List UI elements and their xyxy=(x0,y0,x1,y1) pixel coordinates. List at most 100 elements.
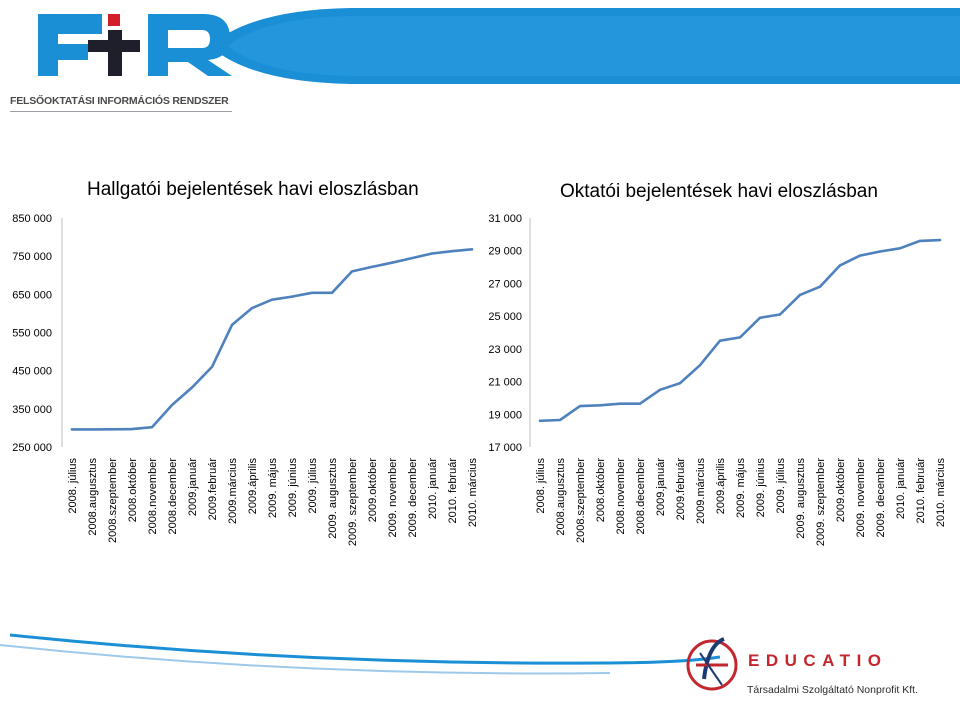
fir-logo xyxy=(38,14,232,76)
students-xtick-label: 2009. július xyxy=(307,458,319,514)
chart-title-teachers: Oktatói bejelentések havi eloszlásban xyxy=(560,181,878,202)
chart-title-students: Hallgatói bejelentések havi eloszlásban xyxy=(87,179,419,200)
students-xtick-label: 2009. augusztus xyxy=(327,458,339,539)
teachers-ytick-label: 23 000 xyxy=(488,344,522,356)
teachers-xtick-label: 2009. december xyxy=(875,458,887,538)
teachers-series-line xyxy=(538,238,942,423)
teachers-data-point xyxy=(858,254,862,257)
students-data-point xyxy=(430,252,434,255)
students-xtick-label: 2009. május xyxy=(267,458,279,518)
teachers-data-point xyxy=(698,364,702,367)
students-ytick-label: 250 000 xyxy=(12,442,52,454)
students-data-point xyxy=(210,365,214,369)
teachers-ytick-label: 19 000 xyxy=(488,409,522,421)
students-ytick-label: 750 000 xyxy=(12,251,52,263)
teachers-data-point xyxy=(778,313,782,316)
students-data-point xyxy=(110,428,114,431)
teachers-xtick-label: 2009.február xyxy=(675,458,687,521)
teachers-xtick-label: 2010. február xyxy=(915,458,927,524)
educatio-subtitle: Társadalmi Szolgáltató Nonprofit Kft. xyxy=(747,684,918,696)
logo-subtitle: FELSŐOKTATÁSI INFORMÁCIÓS RENDSZER xyxy=(10,95,229,107)
teachers-data-point xyxy=(738,336,742,339)
logo-rule xyxy=(10,111,232,112)
students-data-point xyxy=(230,323,234,327)
students-data-point xyxy=(470,248,474,251)
students-ytick-label: 650 000 xyxy=(12,289,52,301)
students-data-point xyxy=(350,270,354,273)
teachers-ytick-label: 29 000 xyxy=(488,246,522,258)
educatio-brand: EDUCATIO xyxy=(748,651,888,670)
students-data-point xyxy=(370,265,374,269)
teachers-data-point xyxy=(638,402,642,405)
students-ytick-label: 850 000 xyxy=(12,213,52,225)
teachers-xtick-label: 2009. augusztus xyxy=(795,458,807,539)
teachers-xtick-label: 2009.január xyxy=(655,458,667,516)
teachers-xtick-label: 2009.március xyxy=(695,458,707,525)
teachers-xtick-label: 2008. július xyxy=(535,458,547,514)
teachers-data-point xyxy=(758,316,762,319)
teachers-xtick-label: 2009.október xyxy=(835,458,847,523)
teachers-data-point xyxy=(718,339,722,342)
students-xtick-label: 2009. december xyxy=(407,458,419,538)
students-data-point xyxy=(270,298,274,301)
students-data-point xyxy=(330,291,334,295)
educatio-emblem-icon xyxy=(686,637,738,691)
students-xtick-label: 2010. március xyxy=(467,458,479,528)
teachers-data-point xyxy=(798,293,802,297)
students-xtick-label: 2010. február xyxy=(447,458,459,524)
students-ytick-label: 350 000 xyxy=(12,404,52,416)
students-data-point xyxy=(70,428,74,431)
students-xtick-label: 2010. január xyxy=(427,458,439,519)
students-data-point xyxy=(290,295,294,298)
teachers-data-point xyxy=(838,264,842,267)
students-xtick-label: 2009. november xyxy=(387,458,399,538)
teachers-xtick-label: 2008.szeptember xyxy=(575,458,587,543)
students-xtick-label: 2008.október xyxy=(127,458,139,523)
teachers-data-point xyxy=(938,238,942,242)
teachers-data-point xyxy=(538,419,542,423)
teachers-data-point xyxy=(658,388,662,391)
header-swoosh xyxy=(210,8,960,84)
teachers-data-point xyxy=(678,382,682,385)
teachers-data-point xyxy=(558,418,562,422)
students-xtick-label: 2009.április xyxy=(247,458,259,515)
students-data-point xyxy=(450,250,454,253)
students-data-point xyxy=(190,386,194,389)
students-data-point xyxy=(150,425,154,429)
students-data-point xyxy=(310,291,314,295)
teachers-ytick-label: 21 000 xyxy=(488,377,522,389)
students-series-line xyxy=(70,248,474,431)
teachers-xtick-label: 2009. május xyxy=(735,458,747,518)
students-data-point xyxy=(410,256,414,260)
teachers-xtick-label: 2009. június xyxy=(755,458,767,518)
students-data-point xyxy=(250,306,254,310)
teachers-data-point xyxy=(918,239,922,243)
teachers-xtick-label: 2009.április xyxy=(715,458,727,515)
teachers-xtick-label: 2009. július xyxy=(775,458,787,514)
students-ytick-label: 450 000 xyxy=(12,366,52,378)
teachers-xtick-label: 2008.november xyxy=(615,458,627,535)
teachers-xtick-label: 2008.október xyxy=(595,458,607,523)
teachers-xtick-label: 2008.december xyxy=(635,458,647,535)
teachers-ytick-label: 25 000 xyxy=(488,311,522,323)
students-xtick-label: 2008.szeptember xyxy=(107,458,119,543)
teachers-xtick-label: 2009. szeptember xyxy=(815,458,827,546)
students-data-point xyxy=(390,261,394,264)
teachers-data-point xyxy=(818,285,822,288)
students-xtick-label: 2008. július xyxy=(67,458,79,514)
footer-swoosh xyxy=(0,633,738,691)
teachers-xtick-label: 2008.augusztus xyxy=(555,458,567,536)
students-xtick-label: 2008.december xyxy=(167,458,179,535)
teachers-data-point xyxy=(598,404,602,407)
teachers-ytick-label: 17 000 xyxy=(488,442,522,454)
teachers-xtick-label: 2009. november xyxy=(855,458,867,538)
teachers-data-point xyxy=(618,402,622,405)
students-ytick-label: 550 000 xyxy=(12,328,52,340)
students-xtick-label: 2009.október xyxy=(367,458,379,523)
teachers-ytick-label: 27 000 xyxy=(488,278,522,290)
students-data-point xyxy=(90,428,94,431)
students-xtick-label: 2009.február xyxy=(207,458,219,521)
students-xtick-label: 2008.november xyxy=(147,458,159,535)
teachers-ytick-label: 31 000 xyxy=(488,213,522,225)
